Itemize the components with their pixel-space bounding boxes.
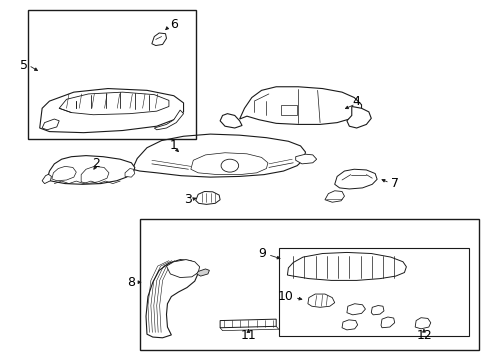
- Bar: [278, 248, 468, 336]
- Text: 3: 3: [184, 193, 192, 206]
- Polygon shape: [325, 191, 344, 202]
- Polygon shape: [287, 252, 406, 280]
- Bar: [27, 10, 195, 139]
- Polygon shape: [346, 304, 365, 315]
- Polygon shape: [239, 87, 361, 125]
- Polygon shape: [132, 134, 305, 177]
- Polygon shape: [154, 110, 183, 130]
- Polygon shape: [220, 114, 242, 128]
- Polygon shape: [47, 156, 135, 184]
- Polygon shape: [334, 169, 376, 189]
- Polygon shape: [196, 269, 209, 276]
- Polygon shape: [59, 92, 168, 115]
- Polygon shape: [414, 318, 430, 329]
- Polygon shape: [146, 260, 198, 338]
- Circle shape: [221, 159, 238, 172]
- Polygon shape: [40, 89, 183, 133]
- Text: 8: 8: [126, 276, 135, 289]
- Polygon shape: [152, 33, 166, 45]
- Text: 5: 5: [20, 59, 28, 72]
- Text: 10: 10: [277, 290, 293, 303]
- Text: 6: 6: [170, 18, 178, 31]
- Polygon shape: [81, 166, 109, 184]
- Polygon shape: [346, 107, 370, 128]
- Polygon shape: [295, 154, 316, 164]
- Text: 7: 7: [390, 177, 398, 190]
- Bar: [140, 220, 478, 350]
- Text: 12: 12: [416, 329, 432, 342]
- Polygon shape: [341, 320, 357, 330]
- Polygon shape: [220, 319, 276, 328]
- Polygon shape: [52, 166, 76, 181]
- Text: 1: 1: [169, 139, 177, 152]
- Text: 2: 2: [92, 157, 100, 170]
- Polygon shape: [370, 306, 383, 315]
- Text: 4: 4: [352, 95, 360, 108]
- Polygon shape: [42, 174, 51, 184]
- Polygon shape: [42, 119, 59, 130]
- Text: 9: 9: [258, 247, 266, 260]
- Polygon shape: [380, 317, 394, 328]
- Text: 11: 11: [240, 329, 256, 342]
- Polygon shape: [281, 105, 297, 116]
- Polygon shape: [307, 294, 334, 307]
- Polygon shape: [125, 168, 135, 177]
- Polygon shape: [195, 192, 220, 204]
- Polygon shape: [190, 153, 267, 175]
- Polygon shape: [166, 260, 199, 278]
